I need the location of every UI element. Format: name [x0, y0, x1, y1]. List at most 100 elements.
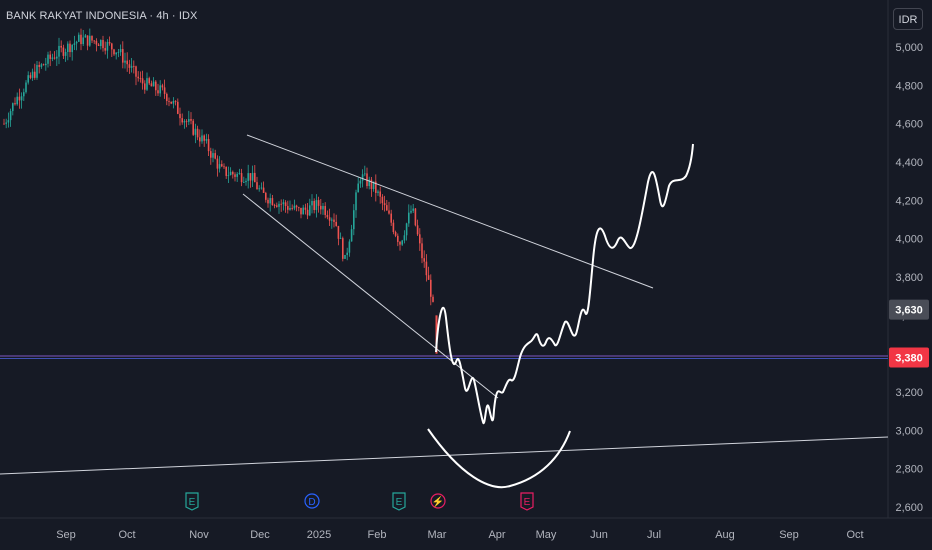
- candle-body: [155, 81, 157, 91]
- candle-body: [80, 34, 82, 45]
- y-tick-label: 2,800: [895, 464, 923, 476]
- candle-body: [410, 210, 412, 213]
- y-tick-label: 4,600: [895, 119, 923, 131]
- candle-body: [317, 200, 320, 206]
- candle-body: [412, 208, 414, 211]
- candle-body: [196, 128, 199, 138]
- candle-body: [295, 205, 298, 208]
- candle-body: [408, 212, 410, 224]
- candle-body: [390, 213, 392, 223]
- currency-button[interactable]: IDR: [893, 8, 923, 30]
- candle-body: [207, 139, 210, 152]
- y-tick-label: 4,000: [895, 234, 923, 246]
- candle-body: [95, 40, 98, 45]
- candle-body: [238, 173, 241, 174]
- candle-body: [273, 205, 276, 206]
- symbol-title[interactable]: BANK RAKYAT INDONESIA · 4h · IDX: [6, 10, 198, 22]
- candle-body: [265, 192, 267, 200]
- candle-body: [302, 207, 304, 215]
- candle-body: [78, 34, 80, 42]
- candle-body: [108, 41, 111, 44]
- candle-body: [60, 45, 62, 48]
- candle-body: [331, 219, 333, 221]
- candle-body: [133, 65, 135, 67]
- candle-body: [403, 235, 406, 241]
- candle-body: [293, 205, 296, 209]
- candle-body: [212, 153, 214, 158]
- candle-body: [225, 166, 227, 176]
- badge-letter: E: [396, 497, 403, 508]
- candle-body: [122, 49, 124, 63]
- candle-body: [337, 225, 340, 239]
- candle-body: [423, 258, 425, 262]
- badge-letter: ⚡: [432, 495, 444, 508]
- candle-body: [192, 120, 194, 135]
- candle-body: [425, 261, 428, 276]
- candle-body: [315, 200, 318, 211]
- line-price-label-bg: [889, 347, 929, 368]
- y-tick-label: 5,000: [895, 42, 923, 54]
- candle-body: [372, 181, 375, 189]
- candle-body: [234, 174, 236, 177]
- candle-body: [348, 241, 351, 253]
- candle-body: [392, 222, 395, 233]
- candle-body: [344, 254, 346, 259]
- candle-body: [383, 203, 386, 206]
- candle-body: [397, 235, 399, 242]
- candle-body: [216, 158, 219, 169]
- candle-body: [157, 90, 159, 94]
- candle-body: [73, 43, 76, 45]
- candle-body: [335, 221, 337, 226]
- candle-body: [254, 172, 256, 183]
- candle-body: [174, 101, 177, 102]
- y-tick-label: 3,000: [895, 425, 923, 437]
- candle-body: [203, 135, 205, 141]
- candle-body: [300, 207, 302, 215]
- candle-body: [163, 87, 166, 94]
- candle-body: [355, 192, 357, 211]
- candle-body: [113, 49, 115, 55]
- candle-body: [280, 203, 282, 205]
- cup-arc: [427, 428, 571, 489]
- event-badge-1[interactable]: E: [185, 492, 199, 511]
- candle-body: [201, 135, 203, 142]
- candle-body: [322, 206, 324, 210]
- candle-body: [320, 205, 322, 210]
- candle-body: [368, 179, 370, 187]
- candle-body: [9, 111, 12, 121]
- candle-body: [75, 41, 78, 44]
- event-badge-4[interactable]: ⚡: [430, 493, 446, 509]
- y-tick-label: 4,800: [895, 80, 923, 92]
- candle-body: [67, 43, 69, 52]
- candle-body: [328, 217, 331, 221]
- candle-body: [245, 180, 247, 183]
- candle-body: [69, 43, 71, 53]
- candle-body: [31, 71, 34, 78]
- y-tick-label: 2,600: [895, 502, 923, 514]
- x-tick-label: Feb: [368, 529, 387, 541]
- candle-body: [135, 66, 137, 77]
- event-badge-2[interactable]: D: [304, 493, 320, 509]
- x-tick-label: Aug: [715, 529, 735, 541]
- event-badge-5[interactable]: E: [520, 492, 534, 511]
- candle-body: [56, 56, 58, 59]
- candle-body: [291, 208, 293, 209]
- event-badge-3[interactable]: E: [392, 492, 406, 511]
- candle-body: [342, 238, 344, 259]
- candle-body: [326, 214, 329, 218]
- x-tick-label: Sep: [779, 529, 799, 541]
- x-tick-label: Jun: [590, 529, 608, 541]
- badge-shape: [520, 492, 534, 511]
- candle-body: [148, 78, 150, 84]
- candle-body: [139, 78, 142, 80]
- candle-body: [276, 205, 278, 207]
- candle-body: [306, 209, 309, 216]
- y-tick-label: 3,800: [895, 272, 923, 284]
- candle-body: [161, 85, 164, 88]
- candle-body: [62, 47, 65, 56]
- candle-body: [339, 238, 342, 239]
- candle-body: [430, 279, 432, 297]
- candle-body: [150, 83, 153, 87]
- candle-body: [405, 223, 408, 236]
